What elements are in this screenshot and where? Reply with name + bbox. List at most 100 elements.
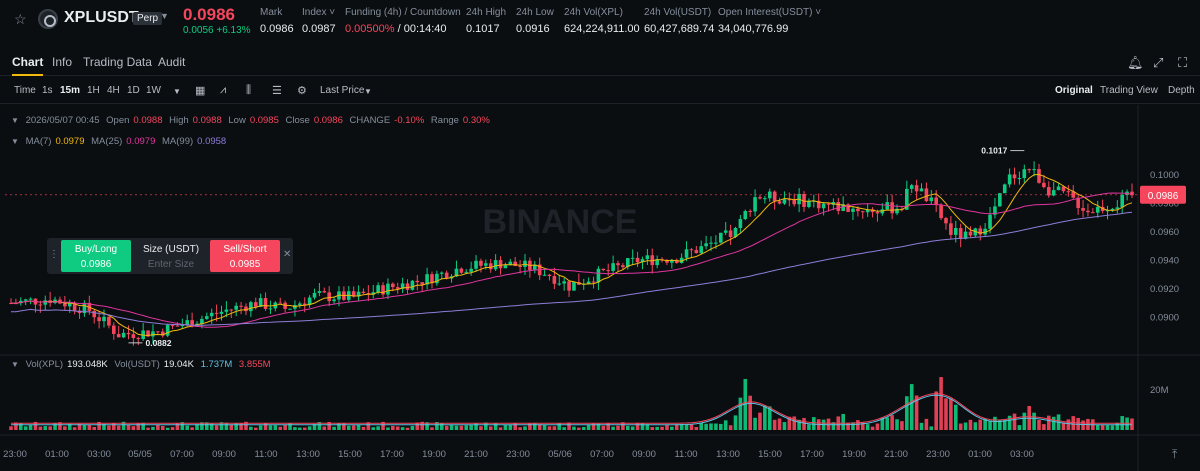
sell-short-button[interactable]: Sell/Short 0.0985 [210, 240, 280, 272]
tab-info[interactable]: Info [52, 55, 73, 69]
symbol-dropdown-icon[interactable]: ▼ [160, 11, 169, 21]
volume-bar [782, 422, 787, 430]
candle-body [63, 303, 67, 307]
volume-bar [400, 427, 405, 430]
volume-bar [234, 423, 238, 430]
interval-15m[interactable]: 15m [60, 85, 81, 96]
settings-sliders-icon[interactable]: ☰ [272, 85, 282, 97]
interval-1s[interactable]: 1s [42, 85, 53, 96]
volume-bar [968, 419, 973, 430]
volume-bar [288, 423, 292, 430]
volume-bar [38, 426, 43, 430]
favorite-star-icon[interactable]: ☆ [14, 11, 27, 27]
close-icon[interactable]: ✕ [283, 249, 292, 260]
size-input[interactable]: Size (USDT) Enter Size [142, 244, 200, 270]
volume-bar [953, 404, 958, 430]
candle-body [464, 271, 469, 273]
price-type-dropdown-icon[interactable]: ▼ [364, 87, 372, 96]
volume-bar [18, 423, 23, 430]
view-depth[interactable]: Depth [1168, 85, 1195, 96]
scroll-to-latest-icon[interactable]: ⤒ [1172, 447, 1178, 461]
stat-open-interest[interactable]: Open Interest(USDT) ˅ 34,040,776.99 [718, 7, 822, 35]
volume-bar [851, 422, 855, 430]
volume-bar [728, 425, 733, 430]
volume-bar [714, 423, 718, 430]
candlestick-chart[interactable]: BINANCE 0.1000 0.0980 0.0960 0.0940 0.0920 0.… [0, 105, 1200, 471]
volume-bar [435, 422, 439, 430]
candle-body [430, 274, 434, 284]
x-tick-label: 19:00 [842, 449, 866, 460]
volume-bar [337, 423, 341, 430]
buy-long-button[interactable]: Buy/Long 0.0986 [61, 240, 131, 272]
stat-index[interactable]: Index ˅ 0.0987 [302, 7, 336, 35]
volume-bar [870, 426, 875, 430]
price-change: 0.0056 +6.13% [183, 25, 251, 36]
candle-body [180, 324, 185, 327]
volume-bar [567, 422, 571, 430]
candle-body [625, 258, 630, 268]
fullscreen-icon[interactable]: ⛶ [1178, 55, 1188, 70]
current-price-tag [1140, 185, 1186, 204]
interval-4h[interactable]: 4H [107, 85, 120, 96]
volume-bar [831, 422, 836, 430]
candle-body [1066, 191, 1071, 193]
volume-bar [53, 423, 57, 430]
candle-type-icon[interactable]: ⫼ [246, 84, 252, 96]
volume-bar [376, 426, 380, 430]
interval-1w[interactable]: 1W [146, 85, 161, 96]
interval-dropdown-icon[interactable]: ▼ [173, 87, 181, 96]
symbol-name[interactable]: XPLUSDT [64, 9, 139, 26]
collapse-icon[interactable]: ▼ [11, 137, 19, 146]
candle-body [601, 268, 606, 271]
stat-24h-high: 24h High 0.1017 [466, 7, 507, 35]
candle-body [239, 305, 243, 307]
candle-body [151, 331, 155, 337]
candle-body [860, 211, 865, 213]
volume-bar [82, 424, 87, 430]
volume-bar [733, 415, 738, 430]
tab-trading-data[interactable]: Trading Data [83, 55, 152, 69]
interval-1h[interactable]: 1H [87, 85, 100, 96]
drag-handle-icon[interactable]: ⋮⋮ [49, 249, 69, 260]
candle-body [425, 274, 429, 285]
candle-body [978, 228, 983, 235]
candle-body [508, 261, 513, 266]
tab-audit[interactable]: Audit [158, 55, 186, 69]
collapse-icon[interactable]: ▼ [11, 116, 19, 125]
candle-body [1086, 210, 1090, 213]
collapse-icon[interactable]: ▼ [11, 360, 19, 369]
x-tick-label: 13:00 [716, 449, 740, 460]
indicator-icon[interactable]: ⩘ [220, 84, 227, 96]
candle-body [841, 204, 845, 211]
candle-body [944, 218, 948, 224]
price-type-select[interactable]: Last Price [320, 85, 365, 96]
candle-body [719, 232, 723, 243]
volume-bar [484, 422, 488, 430]
bell-icon[interactable]: 🔔︎ [1127, 55, 1144, 70]
volume-bar [895, 419, 899, 430]
volume-bar [209, 423, 214, 430]
x-tick-label: 19:00 [422, 449, 446, 460]
candle-body [621, 265, 625, 268]
expand-icon[interactable]: ⤢ [1153, 55, 1164, 70]
chart-area[interactable]: BINANCE 0.1000 0.0980 0.0960 0.0940 0.0920 0.… [0, 105, 1200, 471]
volume-bar [102, 423, 106, 430]
stat-mark: Mark 0.0986 [260, 7, 294, 35]
candle-body [674, 259, 679, 263]
candle-body [136, 338, 141, 340]
candle-body [709, 242, 713, 244]
view-original[interactable]: Original [1055, 85, 1093, 96]
view-trading-view[interactable]: Trading View [1100, 85, 1158, 96]
gear-icon[interactable]: ⚙ [297, 85, 307, 97]
candle-body [905, 188, 909, 210]
candle-body [748, 211, 752, 213]
candle-body [714, 242, 718, 244]
x-tick-label: 15:00 [758, 449, 782, 460]
candle-body [1091, 212, 1095, 214]
calendar-icon[interactable]: ▦ [195, 85, 206, 97]
candle-body [968, 231, 973, 236]
candle-body [630, 257, 635, 259]
volume-bar [909, 384, 914, 430]
tab-chart[interactable]: Chart [12, 55, 44, 76]
interval-1d[interactable]: 1D [127, 85, 140, 96]
